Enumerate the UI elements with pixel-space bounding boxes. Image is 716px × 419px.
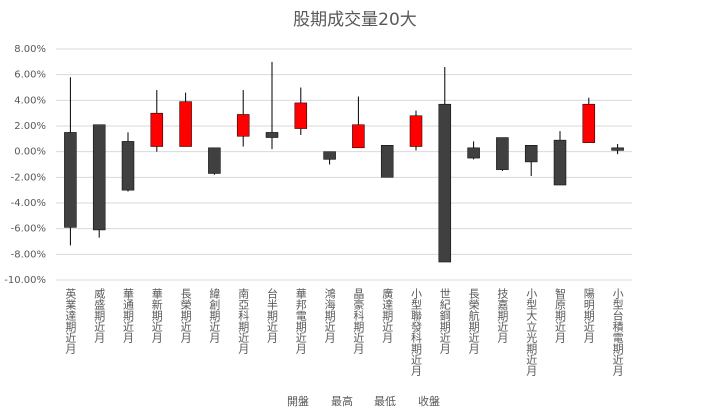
x-tick-label: 威盛期近月: [93, 288, 106, 343]
x-tick-label: 台半期近月: [266, 287, 279, 343]
candle-body: [524, 145, 538, 163]
candle-body: [611, 147, 624, 151]
y-tick-label: 4.00%: [14, 95, 46, 106]
y-tick-label: -10.00%: [4, 275, 46, 286]
candle-body: [150, 112, 164, 147]
candle-body: [121, 141, 135, 191]
y-tick-label: -6.00%: [11, 224, 46, 235]
candle-body: [582, 103, 596, 143]
y-tick-label: -2.00%: [11, 172, 46, 183]
x-tick-label: 廣達期近月: [381, 287, 394, 343]
candle-body: [496, 137, 509, 170]
candle-body: [380, 145, 394, 178]
x-tick-label: 鴻海期近月: [323, 287, 336, 343]
candle-body: [553, 139, 567, 186]
x-tick-label: 技嘉期近月: [496, 288, 509, 343]
candle-body: [265, 132, 279, 138]
legend-label: 開盤: [287, 395, 309, 408]
x-tick-label: 英業達期近月: [64, 287, 77, 354]
candle-body: [438, 103, 452, 263]
legend-label: 最低: [374, 395, 396, 408]
y-tick-label: 0.00%: [14, 147, 46, 158]
candle-body: [208, 147, 221, 174]
candle-body: [179, 101, 192, 147]
x-tick-label: 小型台積電期近月: [611, 288, 624, 376]
x-tick-label: 世紀鋼期近月: [438, 288, 451, 354]
x-tick-label: 小型大立光期近月: [525, 288, 538, 376]
y-tick-label: 8.00%: [14, 44, 46, 55]
candle-body: [92, 124, 106, 231]
y-tick-label: -8.00%: [11, 249, 46, 260]
x-tick-label: 小型聯發科期近月: [410, 288, 423, 376]
legend-label: 最高: [331, 394, 353, 408]
candle-body: [64, 132, 77, 228]
x-tick-label: 南亞科期近月: [237, 288, 250, 354]
candle-body: [236, 114, 250, 137]
x-tick-label: 華新期近月: [150, 288, 163, 343]
candle-body: [352, 124, 365, 149]
y-tick-label: 2.00%: [14, 121, 46, 132]
chart-title: 股期成交量20大: [293, 10, 417, 30]
x-tick-label: 華通期近月: [122, 288, 135, 343]
x-tick-label: 晶豪科期近月: [352, 288, 365, 354]
legend-label: 收盤: [418, 394, 440, 408]
x-tick-label: 陽明期近月: [582, 288, 595, 343]
candle-body: [323, 151, 336, 160]
x-tick-label: 長榮航期近月: [467, 288, 480, 354]
candle-body: [467, 147, 480, 159]
x-tick-label: 智原期近月: [554, 287, 567, 343]
candle-body: [409, 115, 423, 147]
x-tick-label: 緯創期近月: [208, 287, 221, 343]
candle-body: [294, 102, 308, 129]
y-tick-label: 6.00%: [14, 70, 46, 81]
x-tick-label: 華邦電期近月: [294, 288, 307, 354]
y-tick-label: -4.00%: [11, 198, 46, 209]
x-tick-label: 長榮期近月: [179, 288, 192, 343]
